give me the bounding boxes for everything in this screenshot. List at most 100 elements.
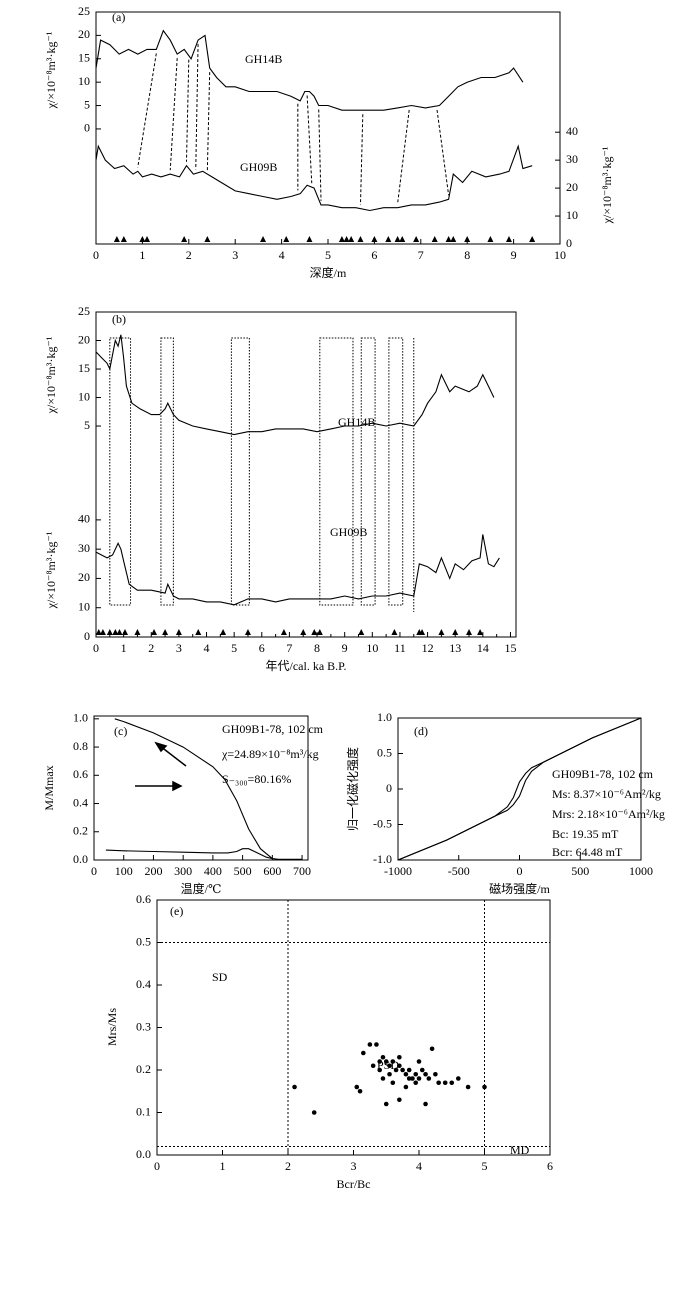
annotation: Bcr: 64.48 mT xyxy=(552,845,623,859)
y-tick-label: 1.0 xyxy=(73,711,88,725)
y-tick-label: 1.0 xyxy=(377,710,392,724)
data-point xyxy=(429,1046,435,1052)
y-tick-label: 0.5 xyxy=(377,745,392,759)
arrow-head xyxy=(154,741,168,753)
data-point xyxy=(406,1076,412,1081)
x-axis-label: 深度/m xyxy=(310,265,347,280)
y2-tick-label: 40 xyxy=(78,512,90,526)
x-tick-label: 2 xyxy=(186,248,192,262)
dating-point xyxy=(357,236,364,242)
y-tick-label: 0.1 xyxy=(136,1104,151,1118)
data-point xyxy=(383,1059,389,1064)
data-point xyxy=(377,1067,383,1073)
dating-point xyxy=(144,236,151,242)
x-tick-label: 700 xyxy=(293,864,311,878)
y-tick-label: 0.4 xyxy=(136,977,151,991)
y-tick-label: 0.0 xyxy=(136,1147,151,1161)
annotation: (e) xyxy=(170,904,183,918)
plot-frame xyxy=(95,311,517,638)
y2-tick-label: 30 xyxy=(78,541,90,555)
y-axis-label: χ/×10⁻⁸m³·kg⁻¹ xyxy=(44,336,58,414)
y-tick-label: 5 xyxy=(84,97,90,111)
annotation: χ=24.89×10⁻⁸m³/kg xyxy=(221,747,319,761)
dating-point xyxy=(450,236,457,242)
dating-point xyxy=(280,629,287,635)
y-tick-label: 0.4 xyxy=(73,795,88,809)
plot-frame xyxy=(156,899,551,1156)
tie-line xyxy=(306,95,313,184)
x-tick-label: 200 xyxy=(144,864,162,878)
dating-point xyxy=(175,629,182,635)
annotation: S₋₃₀₀=80.16% xyxy=(222,772,291,786)
y-tick-label: 20 xyxy=(78,27,90,41)
data-point xyxy=(393,1067,399,1073)
dating-point xyxy=(338,236,345,242)
annotation: GH09B1-78, 102 cm xyxy=(222,722,324,736)
data-point xyxy=(449,1080,455,1086)
x-tick-label: 6 xyxy=(547,1159,553,1173)
data-point xyxy=(380,1054,386,1060)
correlation-box xyxy=(388,337,404,606)
correlation-box xyxy=(160,337,174,606)
y-tick-label: 0.6 xyxy=(73,767,88,781)
dating-point xyxy=(134,629,141,635)
x-tick-label: 0 xyxy=(517,864,523,878)
x-tick-label: 2 xyxy=(285,1159,291,1173)
plot-frame xyxy=(93,715,309,861)
x-tick-label: 6 xyxy=(371,248,377,262)
plot-frame xyxy=(95,11,561,245)
dating-point xyxy=(151,629,158,635)
x-tick-label: 400 xyxy=(204,864,222,878)
data-point xyxy=(387,1071,392,1077)
arrows xyxy=(135,741,187,792)
dating-point xyxy=(452,629,459,635)
data-point xyxy=(413,1071,419,1077)
annotation: (a) xyxy=(112,10,125,24)
data-point xyxy=(442,1080,448,1086)
y2-tick-label: 0 xyxy=(84,629,90,643)
dating-point xyxy=(120,236,127,242)
dating-point xyxy=(348,236,355,242)
x-tick-label: 1000 xyxy=(629,864,653,878)
data-point xyxy=(456,1076,461,1081)
dating-point xyxy=(385,236,392,242)
x-tick-label: 3 xyxy=(351,1159,357,1173)
series-label: GH09B xyxy=(330,525,367,539)
x-axis-label: 磁场强度/m xyxy=(489,881,550,896)
y-tick-label: -0.5 xyxy=(373,816,392,830)
dating-point xyxy=(283,236,290,242)
correlation-box xyxy=(360,337,376,606)
x-tick-label: 8 xyxy=(464,248,470,262)
data-point xyxy=(311,1110,317,1115)
data-point xyxy=(406,1067,412,1073)
x-tick-label: -500 xyxy=(448,864,470,878)
data-point xyxy=(357,1088,363,1094)
x-tick-label: 10 xyxy=(554,248,566,262)
x-tick-label: 300 xyxy=(174,864,192,878)
data-point xyxy=(426,1076,432,1081)
data-point xyxy=(423,1101,428,1107)
annotation: SD xyxy=(212,970,228,984)
y-axis-label: χ/×10⁻⁸m³·kg⁻¹ xyxy=(44,31,58,109)
tie-line xyxy=(185,59,190,162)
y2-tick-label: 30 xyxy=(566,152,578,166)
x-tick-label: 1 xyxy=(220,1159,226,1173)
data-line xyxy=(95,334,495,436)
x-tick-label: 5 xyxy=(231,641,237,655)
x-tick-label: 15 xyxy=(504,641,516,655)
y2-tick-label: 10 xyxy=(78,599,90,613)
tie-line xyxy=(436,109,450,196)
tie-line xyxy=(318,109,322,201)
x-tick-label: 13 xyxy=(449,641,461,655)
y-tick-label: 0.8 xyxy=(73,739,88,753)
x-tick-label: 600 xyxy=(263,864,281,878)
x-tick-label: 500 xyxy=(234,864,252,878)
series-label: GH14B xyxy=(338,415,375,429)
y-tick-label: 25 xyxy=(78,304,90,318)
data-point xyxy=(403,1071,409,1077)
data-point xyxy=(465,1084,471,1090)
y-tick-label: 0.3 xyxy=(136,1019,151,1033)
y2-axis-label: χ/×10⁻⁸m³·kg⁻¹ xyxy=(44,531,58,609)
data-point xyxy=(354,1084,360,1090)
x-tick-label: 4 xyxy=(204,641,210,655)
